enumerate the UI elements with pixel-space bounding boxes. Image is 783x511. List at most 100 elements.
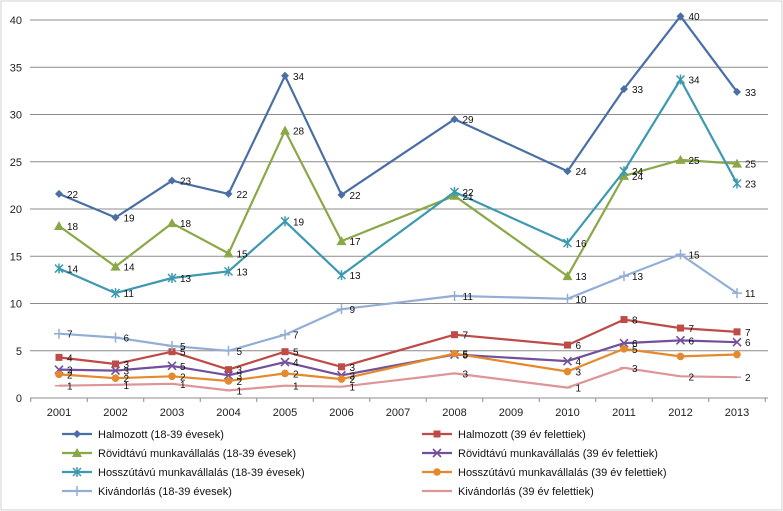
data-point — [110, 288, 121, 299]
legend-label: Rövidtávú munkavállalás (39 év felettiek… — [458, 448, 658, 460]
y-tick-label: 25 — [10, 157, 22, 169]
data-point — [619, 338, 629, 348]
data-point — [336, 304, 347, 315]
data-label: 5 — [463, 350, 469, 361]
data-point — [54, 328, 64, 339]
y-tick-label: 30 — [10, 110, 22, 122]
data-point — [562, 271, 573, 281]
data-label: 3 — [124, 360, 130, 371]
data-label: 3 — [124, 367, 130, 378]
data-label: 3 — [632, 364, 638, 375]
data-label: 28 — [293, 127, 305, 138]
data-label: 3 — [350, 371, 356, 382]
data-point — [450, 115, 459, 124]
data-point — [732, 337, 742, 347]
x-tick-label: 2008 — [442, 407, 466, 419]
data-label: 5 — [293, 348, 299, 359]
data-label: 33 — [632, 85, 644, 96]
legend-label: Rövidtávú munkavállalás (18-39 évesek) — [98, 448, 296, 460]
data-point — [433, 430, 441, 438]
data-label: 18 — [67, 222, 79, 233]
legend-item: Hosszútávú munkavállalás (39 év felettie… — [422, 467, 666, 479]
x-tick-label: 2007 — [386, 407, 410, 419]
data-point — [433, 468, 441, 476]
legend-item: Kivándorlás (39 év felettiek) — [422, 486, 594, 498]
data-point — [111, 374, 120, 382]
data-point — [337, 190, 346, 199]
x-tick-label: 2003 — [160, 407, 184, 419]
data-point — [733, 87, 741, 96]
legend-item: Kivándorlás (18-39 évesek) — [62, 486, 232, 498]
data-label: 5 — [180, 342, 186, 353]
data-label: 15 — [237, 249, 249, 260]
data-point — [281, 348, 289, 356]
data-label: 34 — [293, 72, 305, 83]
data-label: 13 — [237, 267, 249, 278]
data-point — [449, 186, 460, 197]
data-point — [732, 178, 742, 189]
data-point — [675, 249, 686, 260]
data-label: 7 — [745, 328, 751, 339]
legend-label: Halmozott (18-39 évesek) — [98, 429, 224, 441]
data-label: 33 — [745, 88, 757, 99]
data-point — [563, 367, 572, 376]
data-label: 14 — [67, 265, 79, 276]
data-label: 2 — [350, 375, 356, 386]
data-point — [72, 448, 82, 457]
data-point — [451, 331, 458, 339]
data-label: 5 — [180, 348, 186, 359]
legend-item: Rövidtávú munkavállalás (18-39 évesek) — [62, 448, 296, 460]
data-label: 4 — [67, 353, 73, 364]
y-tick-label: 10 — [10, 299, 22, 311]
data-label: 5 — [463, 351, 469, 362]
data-label: 1 — [124, 381, 130, 392]
data-point — [675, 335, 686, 345]
data-label: 14 — [124, 263, 136, 274]
data-label: 3 — [67, 366, 73, 377]
data-label: 2 — [180, 372, 186, 383]
data-point — [619, 271, 629, 282]
data-point — [281, 369, 289, 378]
data-label: 10 — [576, 295, 588, 306]
data-label: 17 — [350, 237, 362, 248]
data-label: 3 — [350, 363, 356, 374]
data-label: 19 — [124, 214, 136, 225]
data-point — [55, 370, 63, 379]
data-label: 18 — [180, 219, 192, 230]
x-tick-label: 2013 — [725, 407, 749, 419]
data-point — [280, 216, 290, 227]
x-tick-label: 2005 — [273, 407, 297, 419]
data-label: 6 — [124, 334, 130, 345]
data-point — [733, 328, 741, 336]
data-label: 11 — [463, 292, 474, 303]
legend-label: Hosszútávú munkavállalás (18-39 évesek) — [98, 467, 305, 479]
data-point — [54, 221, 64, 231]
data-label: 6 — [576, 341, 582, 352]
legend-label: Halmozott (39 év felettiek) — [458, 429, 586, 441]
data-point — [168, 176, 176, 185]
data-point — [432, 448, 442, 458]
data-point — [110, 366, 121, 376]
data-point — [167, 218, 177, 228]
legend: Halmozott (18-39 évesek) Halmozott (39 év… — [62, 429, 666, 498]
data-point — [336, 236, 347, 246]
data-label: 5 — [180, 362, 186, 373]
data-point — [620, 345, 628, 353]
data-point — [281, 71, 289, 80]
data-point — [450, 349, 459, 358]
data-label: 16 — [576, 239, 588, 250]
data-label: 4 — [293, 358, 299, 369]
data-point — [225, 366, 232, 374]
data-point — [168, 372, 176, 381]
x-tick-label: 2010 — [555, 407, 579, 419]
data-label: 2 — [237, 377, 243, 388]
data-point — [168, 348, 176, 356]
data-point — [223, 370, 234, 380]
data-point — [280, 329, 290, 340]
data-label: 7 — [689, 324, 695, 335]
data-point — [110, 261, 121, 271]
data-label: 22 — [67, 190, 79, 201]
data-point — [562, 293, 573, 304]
data-label: 22 — [463, 188, 475, 199]
